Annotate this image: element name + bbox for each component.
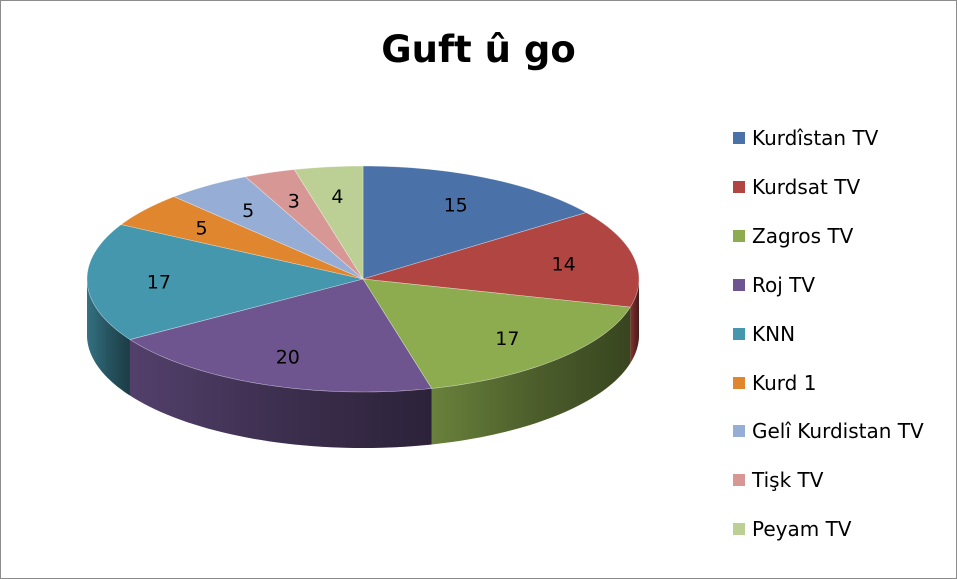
pie-side-shade-3 [129, 339, 432, 448]
pie-slice-knn [86, 224, 364, 340]
legend-label: Zagros TV [752, 223, 854, 248]
pie-side-shade-2 [431, 307, 631, 445]
legend-label: Roj TV [752, 272, 816, 297]
legend-swatch [733, 327, 745, 340]
pie-slice-gel-kurdistan-tv [173, 176, 364, 280]
legend-swatch [733, 229, 745, 242]
data-label: 5 [242, 200, 254, 222]
chart-title: Guft û go [381, 28, 576, 71]
legend-label: Tişk TV [752, 468, 824, 493]
legend-swatch [733, 474, 745, 487]
data-label: 20 [276, 347, 300, 369]
data-label: 14 [552, 253, 576, 275]
legend-swatch [733, 376, 745, 389]
legend-swatch [733, 132, 745, 144]
legend-swatch [733, 180, 745, 193]
data-label: 5 [196, 218, 208, 240]
legend-label: Peyam TV [752, 517, 852, 542]
pie-slice-kurd-stan-tv [362, 165, 588, 280]
pie-slice-kurdsat-tv [362, 212, 640, 308]
pie-side-shade-1 [630, 279, 639, 364]
data-label: 4 [331, 186, 343, 208]
data-label: 15 [444, 195, 468, 217]
data-label: 17 [147, 272, 171, 294]
pie-slice-zagros-tv [362, 278, 631, 389]
data-label: 3 [288, 190, 300, 212]
legend-label: Gelî Kurdistan TV [752, 419, 924, 444]
legend-label: Kurd 1 [752, 370, 817, 395]
legend-label: Kurdîstan TV [752, 126, 879, 150]
pie-slice-roj-tv [129, 278, 433, 393]
pie-side-shade-4 [87, 279, 130, 396]
pie-slice-peyam-tv [293, 165, 364, 281]
legend-label: Kurdsat TV [752, 174, 861, 199]
pie-slice-kurd-1 [120, 196, 364, 280]
legend-swatch [733, 278, 745, 291]
legend-swatch [733, 523, 745, 536]
legend-swatch [733, 425, 745, 438]
data-label: 17 [495, 328, 519, 350]
pie-slice-ti-k-tv [244, 169, 364, 280]
legend-label: KNN [752, 321, 796, 346]
